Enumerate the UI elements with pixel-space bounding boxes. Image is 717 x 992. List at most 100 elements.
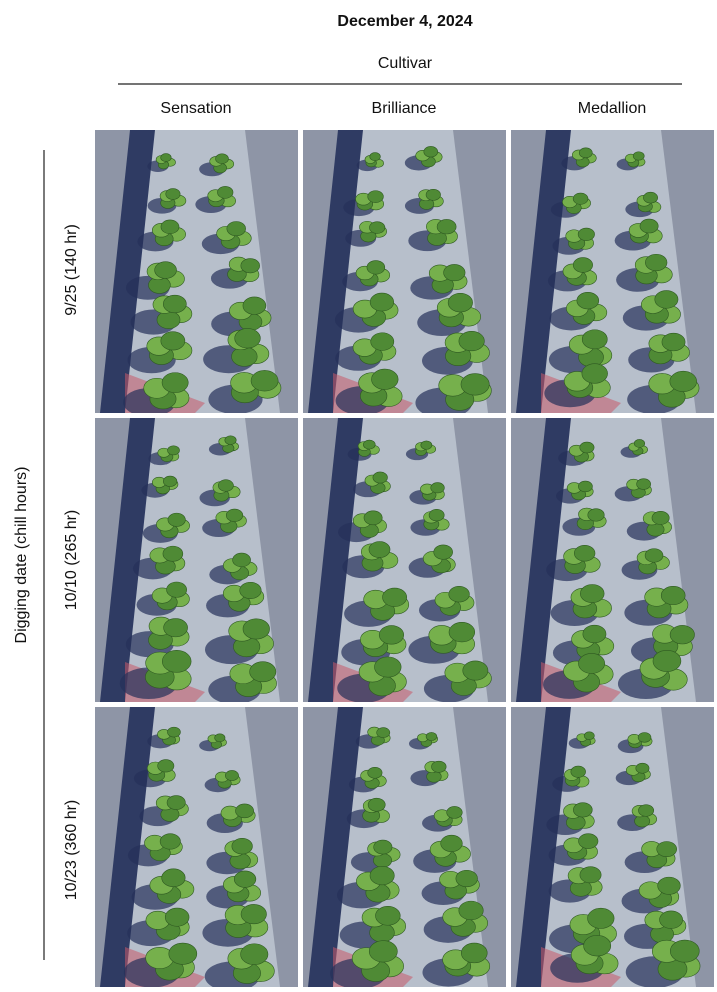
photo-content <box>95 418 298 704</box>
leaf <box>161 220 179 234</box>
leaf <box>379 626 403 645</box>
leaf <box>251 370 278 391</box>
leaf <box>449 586 470 602</box>
leaf <box>162 650 191 672</box>
leaf <box>241 944 268 965</box>
leaf <box>217 186 233 198</box>
leaf <box>578 228 594 241</box>
leaf <box>227 222 246 236</box>
leaf <box>583 625 606 643</box>
leaf <box>645 254 667 271</box>
leaf <box>160 834 180 850</box>
leaf <box>653 650 681 671</box>
leaf <box>429 509 444 521</box>
leaf <box>444 264 465 280</box>
photo <box>95 130 298 417</box>
figure-title: December 4, 2024 <box>337 13 472 30</box>
photo-content <box>303 418 506 703</box>
leaf <box>459 331 484 350</box>
leaf <box>241 259 260 273</box>
leaf <box>241 904 266 923</box>
row-label: 10/23 (360 hr) <box>63 800 80 901</box>
leaf <box>461 374 489 396</box>
leaf <box>573 803 592 817</box>
leaf <box>377 728 390 738</box>
leaf <box>573 193 588 204</box>
leaf <box>670 940 699 962</box>
leaf <box>167 446 179 455</box>
photo <box>303 418 506 703</box>
leaf <box>662 333 685 351</box>
leaf <box>571 766 586 777</box>
leaf <box>431 761 446 772</box>
leaf <box>582 330 607 349</box>
leaf <box>215 734 225 742</box>
leaf <box>584 935 611 956</box>
leaf <box>225 770 238 780</box>
leaf <box>375 906 400 925</box>
leaf <box>638 732 651 742</box>
leaf <box>240 582 262 598</box>
photo-content <box>511 707 714 987</box>
leaf <box>447 806 463 818</box>
leaf <box>374 840 392 854</box>
row-label: 9/25 (140 hr) <box>63 224 80 316</box>
leaf <box>368 798 385 811</box>
leaf <box>658 877 681 894</box>
leaf <box>163 476 177 486</box>
leaf <box>369 541 390 557</box>
leaf <box>638 805 653 817</box>
leaf <box>588 908 615 928</box>
leaf <box>670 371 697 391</box>
leaf <box>373 472 388 483</box>
leaf <box>456 870 478 887</box>
leaf <box>655 291 678 309</box>
leaf <box>635 815 650 827</box>
leaf <box>243 619 270 639</box>
leaf <box>426 189 441 200</box>
leaf <box>166 189 180 200</box>
photo-content <box>95 707 298 987</box>
leaf <box>463 661 488 680</box>
leaf <box>371 333 394 351</box>
leaf <box>661 586 685 604</box>
leaf <box>580 442 594 453</box>
leaf <box>216 154 229 164</box>
photo <box>511 707 714 987</box>
leaf <box>588 509 604 522</box>
leaf <box>459 901 483 920</box>
leaf <box>371 369 398 389</box>
leaf <box>226 509 243 522</box>
leaf <box>574 545 595 561</box>
leaf <box>374 657 401 677</box>
leaf <box>232 838 253 854</box>
leaf <box>235 328 261 348</box>
leaf <box>163 546 183 561</box>
leaf <box>437 219 456 234</box>
leaf <box>579 834 598 849</box>
leaf <box>243 297 266 315</box>
leaf <box>161 154 172 162</box>
leaf <box>163 295 186 313</box>
leaf <box>167 727 180 737</box>
leaf <box>434 545 453 559</box>
leaf <box>169 943 197 964</box>
photo <box>303 707 506 987</box>
column-label: Sensation <box>160 100 231 117</box>
leaf <box>218 480 233 492</box>
leaf <box>643 192 657 203</box>
leaf <box>368 191 384 203</box>
row-group-label: Digging date (chill hours) <box>13 467 30 644</box>
leaf <box>461 943 487 963</box>
leaf <box>370 293 394 311</box>
leaf <box>449 622 475 642</box>
leaf <box>370 866 394 885</box>
leaf <box>232 347 258 367</box>
leaf <box>364 511 382 525</box>
column-label: Brilliance <box>372 100 437 117</box>
photo-content <box>95 130 298 417</box>
leaf <box>645 549 663 563</box>
leaf <box>441 835 463 852</box>
photo-content <box>303 707 506 987</box>
photo-content <box>511 418 714 702</box>
